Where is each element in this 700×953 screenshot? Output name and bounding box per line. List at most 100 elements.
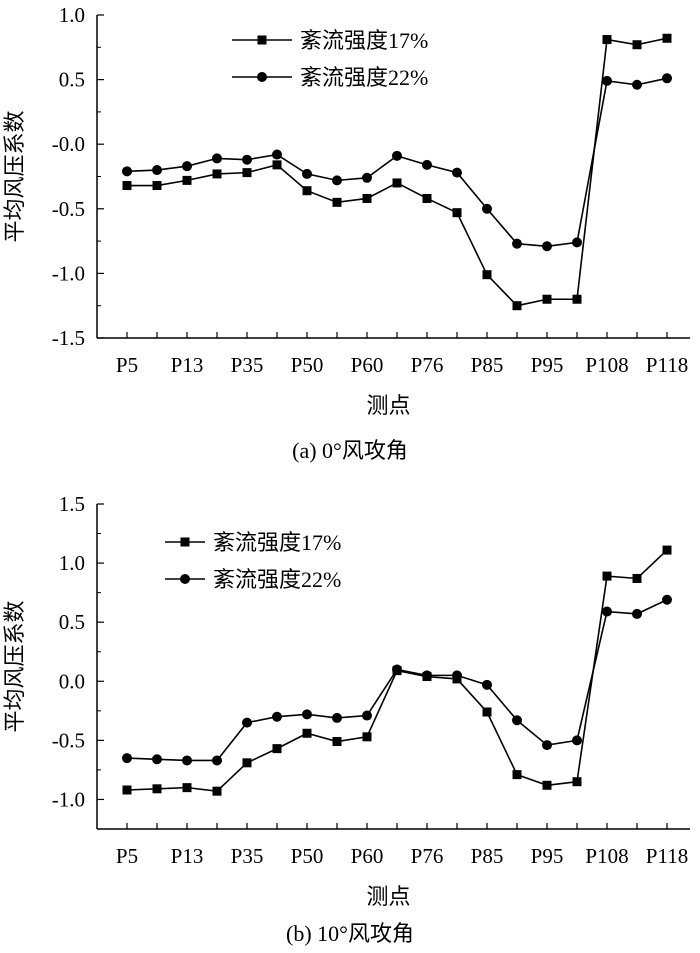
- data-point-circle: [272, 711, 282, 722]
- data-point-square: [272, 744, 282, 754]
- chart-a-svg: 1.0 0.5 -0.0 -0.5 -1.0 -1.5 P5 P13 P35 P50 P60 P76 P…: [2, 3, 690, 418]
- y-tick-label: 0.0: [59, 669, 85, 693]
- data-point-square: [302, 186, 312, 196]
- x-tick-label: P108: [585, 844, 628, 868]
- data-point-square: [362, 193, 372, 203]
- data-point-circle: [542, 740, 552, 751]
- data-point-square: [362, 732, 372, 742]
- data-point-circle: [212, 153, 222, 164]
- data-point-square: [242, 168, 252, 178]
- x-tick-label: P13: [171, 353, 204, 377]
- x-tick-label: P13: [171, 844, 204, 868]
- data-point-square: [662, 33, 672, 43]
- data-point-circle: [512, 715, 522, 726]
- x-tick-label: P60: [351, 844, 384, 868]
- data-point-circle: [152, 165, 162, 176]
- legend-marker-circle: [180, 574, 190, 584]
- data-point-square: [332, 197, 342, 207]
- data-point-square: [212, 169, 222, 179]
- data-point-circle: [632, 608, 642, 619]
- data-point-square: [632, 573, 642, 583]
- data-point-square: [572, 777, 582, 787]
- y-tick-label: 0.5: [59, 610, 85, 634]
- data-point-square: [302, 728, 312, 738]
- data-point-circle: [452, 670, 462, 681]
- legend-marker-square: [257, 35, 267, 45]
- x-tick-label: P35: [231, 844, 264, 868]
- x-tick-label: P50: [291, 844, 324, 868]
- data-point-square: [482, 707, 492, 717]
- y-tick-label: -1.0: [52, 261, 85, 285]
- x-tick-label: P50: [291, 353, 324, 377]
- data-point-circle: [272, 149, 282, 160]
- data-point-square: [512, 770, 522, 780]
- legend-label: 紊流强度22%: [213, 567, 341, 592]
- x-tick-label: P95: [531, 844, 564, 868]
- data-point-circle: [212, 755, 222, 766]
- legend-marker-circle: [257, 72, 267, 82]
- data-point-circle: [362, 710, 372, 721]
- data-point-square: [332, 737, 342, 747]
- data-point-circle: [182, 755, 192, 766]
- chart-a-caption: (a) 0°风攻角: [292, 438, 408, 463]
- x-tick-label: P35: [231, 353, 264, 377]
- data-point-circle: [512, 238, 522, 249]
- chart-b-svg: 1.5 1.0 0.5 0.0 -0.5 -1.0 P5 P13 P35 P50 P60 P76 P85…: [2, 492, 690, 909]
- data-point-circle: [482, 203, 492, 214]
- data-point-circle: [392, 150, 402, 161]
- x-axis-title: 测点: [366, 884, 410, 909]
- x-tick-label: P85: [471, 353, 504, 377]
- data-point-circle: [542, 241, 552, 252]
- y-axis-title: 平均风压系数: [2, 110, 27, 242]
- data-point-square: [482, 270, 492, 280]
- y-tick-label: 0.5: [59, 68, 85, 92]
- x-tick-label: P60: [351, 353, 384, 377]
- y-tick-label: 1.0: [59, 551, 85, 575]
- data-point-square: [212, 786, 222, 796]
- data-point-circle: [242, 717, 252, 728]
- data-point-square: [122, 785, 132, 795]
- y-tick-label: -0.0: [52, 132, 85, 156]
- y-tick-label: -0.5: [52, 197, 85, 221]
- chart-panel-b: 1.5 1.0 0.5 0.0 -0.5 -1.0 P5 P13 P35 P50 P60 P76 P85…: [0, 476, 700, 953]
- data-point-square: [422, 193, 432, 203]
- data-point-square: [542, 780, 552, 790]
- x-tick-label: P85: [471, 844, 504, 868]
- x-tick-label: P76: [411, 353, 444, 377]
- data-point-circle: [482, 679, 492, 690]
- legend-marker-square: [180, 537, 190, 547]
- data-point-circle: [632, 79, 642, 90]
- y-tick-label: 1.0: [59, 3, 85, 27]
- data-point-square: [602, 35, 612, 45]
- data-point-circle: [182, 161, 192, 172]
- data-point-circle: [572, 735, 582, 746]
- x-tick-label: P5: [116, 353, 138, 377]
- x-tick-label: P118: [646, 353, 688, 377]
- data-point-circle: [662, 594, 672, 605]
- legend-label: 紊流强度22%: [300, 65, 428, 90]
- data-point-square: [602, 571, 612, 581]
- data-point-circle: [122, 166, 132, 177]
- data-point-square: [182, 783, 192, 793]
- data-point-square: [392, 178, 402, 188]
- data-point-square: [542, 294, 552, 304]
- data-point-circle: [602, 75, 612, 86]
- series-line-2: [126, 599, 668, 762]
- x-tick-label: P5: [116, 844, 138, 868]
- x-tick-label: P118: [646, 844, 688, 868]
- y-tick-label: 1.5: [59, 492, 85, 516]
- data-point-circle: [422, 159, 432, 170]
- data-point-square: [242, 758, 252, 768]
- chart-panel-a: 1.0 0.5 -0.0 -0.5 -1.0 -1.5 P5 P13 P35 P50 P60 P76 P…: [0, 0, 700, 476]
- data-point-circle: [302, 168, 312, 179]
- y-tick-label: -1.0: [52, 787, 85, 811]
- data-point-square: [152, 784, 162, 794]
- data-point-circle: [122, 753, 132, 764]
- data-point-circle: [572, 237, 582, 248]
- data-point-square: [272, 160, 282, 170]
- data-point-square: [452, 208, 462, 218]
- data-point-circle: [422, 670, 432, 681]
- legend-label: 紊流强度17%: [300, 28, 428, 53]
- data-point-circle: [452, 167, 462, 178]
- data-point-circle: [332, 175, 342, 186]
